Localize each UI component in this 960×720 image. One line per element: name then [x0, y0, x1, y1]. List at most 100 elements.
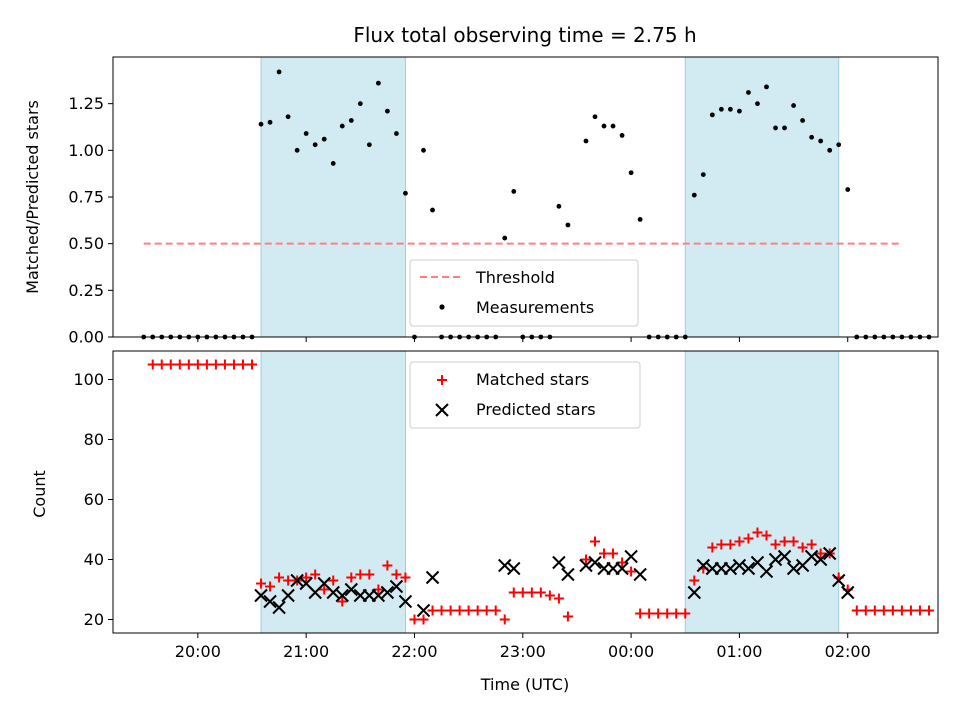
predicted-star-point [687, 585, 701, 600]
measurement-point [845, 187, 851, 192]
measurement-point [321, 136, 327, 142]
matched-star-point [228, 359, 239, 370]
y-tick-label: 0.00 [68, 328, 104, 347]
matched-star-point [580, 554, 591, 565]
matched-star-point [346, 572, 357, 583]
matched-star-point [914, 605, 925, 616]
chart-title: Flux total observing time = 2.75 h [353, 23, 696, 47]
matched-star-point [770, 539, 781, 550]
predicted-star-point [741, 561, 756, 576]
matched-star-point [337, 596, 348, 607]
matched-star-point [599, 548, 610, 559]
measurement-point [809, 134, 815, 140]
matched-legend-swatch [437, 375, 447, 385]
x-axis-title: Time (UTC) [480, 675, 569, 694]
matched-star-point [644, 608, 655, 619]
measurement-point [619, 133, 625, 138]
matched-star-point [923, 605, 934, 616]
matched-star-point [815, 548, 826, 559]
matched-star-point [788, 536, 799, 547]
predicted-star-point [841, 585, 855, 600]
predicted-star-point [696, 558, 711, 573]
matched-star-point [517, 587, 528, 598]
matched-star-point [256, 578, 267, 589]
matched-star-point [165, 359, 176, 370]
measurement-point [737, 108, 742, 114]
y-tick-label: 0.50 [68, 234, 104, 253]
matched-star-point [409, 614, 420, 625]
predicted-star-point [416, 603, 431, 618]
measurement-point [267, 119, 273, 125]
predicted-star-point [398, 594, 413, 609]
matched-star-point [283, 575, 294, 586]
measurement-point [827, 147, 833, 153]
x-tick-label: 22:00 [391, 642, 437, 661]
measurement-point [628, 170, 634, 176]
matched-star-point [210, 359, 221, 370]
matched-star-point [689, 575, 700, 586]
observing-window-2 [684, 350, 840, 634]
measurement-point [610, 123, 616, 129]
measurement-point [791, 103, 796, 108]
measurement-point [583, 138, 589, 144]
threshold-legend-label: Threshold [475, 268, 555, 287]
predicted-star-point [380, 585, 395, 600]
count-legend-box [409, 361, 641, 429]
predicted-star-point [326, 585, 340, 600]
matched-star-point [364, 569, 375, 580]
measurement-point [511, 189, 517, 194]
matched-star-point [635, 608, 646, 619]
predicted-star-point [813, 552, 828, 567]
matched-star-point [247, 359, 258, 370]
measurement-point [312, 142, 318, 148]
matched-star-markers [147, 359, 934, 625]
predicted-star-point [552, 555, 566, 570]
measurement-point [565, 222, 571, 228]
y-tick-label: 0.75 [68, 188, 104, 207]
matched-star-point [418, 614, 429, 625]
predicted-star-point [786, 561, 801, 576]
predicted-star-point [335, 588, 349, 603]
measurement-point [592, 114, 598, 120]
matched-star-point [653, 608, 664, 619]
measurement-point [709, 112, 715, 118]
ratio-legend: Threshold Measurements [409, 259, 639, 327]
ratio-panel: 0.00 0.25 0.50 0.75 1.00 1.25 Matched/Predict… [23, 56, 939, 347]
predicted-star-point [759, 564, 774, 579]
matched-star-point [319, 584, 330, 595]
measurement-point [556, 203, 562, 209]
predicted-star-point [290, 573, 304, 588]
matched-star-point [391, 569, 402, 580]
matched-star-point [463, 605, 474, 616]
matched-star-point [183, 359, 194, 370]
predicted-legend-label: Predicted stars [476, 400, 596, 419]
matched-star-point [752, 527, 763, 538]
matched-star-point [562, 611, 573, 622]
predicted-star-point [633, 567, 647, 582]
y-tick-label: 1.25 [68, 94, 104, 113]
predicted-star-point [822, 546, 837, 561]
matched-star-point [761, 530, 772, 541]
matched-star-point [310, 569, 321, 580]
observing-window-1 [260, 56, 406, 338]
predicted-star-point [768, 552, 783, 567]
matched-star-point [499, 614, 510, 625]
ratio-legend-box [409, 259, 639, 327]
matched-star-point [553, 593, 564, 604]
y-tick-label: 0.25 [68, 281, 104, 300]
measurement-point [502, 235, 508, 241]
matched-star-point [147, 359, 158, 370]
predicted-star-point [281, 588, 295, 603]
measurement-point [421, 147, 426, 153]
count-x-ticks: 20:00 21:00 22:00 23:00 00:00 01:00 02:00 [175, 633, 871, 661]
predicted-star-point [272, 600, 286, 615]
measurement-point [601, 123, 607, 129]
matched-star-point [869, 605, 880, 616]
matched-star-point [472, 605, 483, 616]
matched-star-point [436, 605, 447, 616]
measurement-point [394, 131, 399, 136]
measurement-point [800, 118, 806, 123]
predicted-star-point [263, 594, 277, 609]
matched-star-point [192, 359, 203, 370]
matched-star-point [427, 605, 438, 616]
